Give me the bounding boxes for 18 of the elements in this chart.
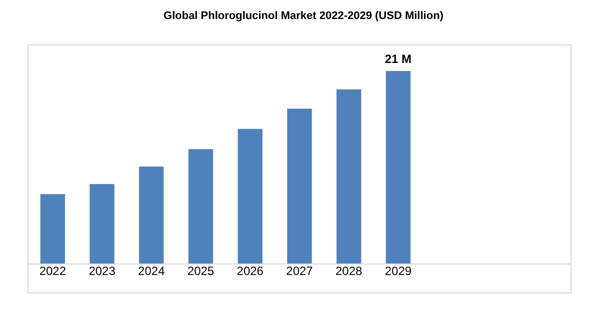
bar [188, 149, 214, 264]
bar [238, 128, 262, 264]
chart-title: Global Phloroglucinol Market 2022-2029 (USD Million) [164, 10, 444, 22]
x-tick-label: 2025 [187, 264, 214, 278]
x-tick-label: 2026 [236, 264, 264, 278]
bar [40, 194, 66, 264]
x-tick-label: 2028 [336, 264, 363, 278]
x-tick-label: 2029 [384, 264, 412, 278]
x-tick-label: 2027 [286, 264, 314, 278]
x-tick-label: 2024 [138, 264, 166, 278]
bar [139, 166, 164, 264]
x-tick-label: 2022 [39, 264, 66, 278]
x-tick-label: 2023 [88, 264, 116, 278]
bar [90, 184, 114, 264]
bar [386, 71, 411, 264]
data-label: 21 M [384, 52, 412, 66]
bar [336, 89, 362, 264]
bar [287, 108, 312, 264]
